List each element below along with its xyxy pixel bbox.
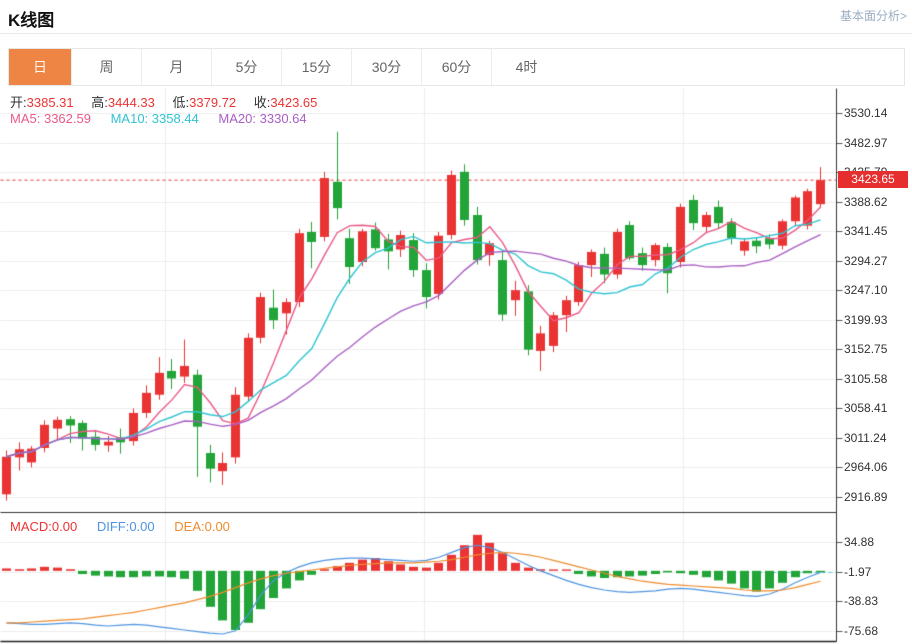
open-value: 3385.31 <box>26 95 74 110</box>
axis-tick-label: 3388.62 <box>844 195 888 209</box>
diff-value: DIFF:0.00 <box>96 519 155 534</box>
close-value: 3423.65 <box>270 95 318 110</box>
tab-5min[interactable]: 5分 <box>211 49 281 85</box>
axis-tick-label: 34.88 <box>844 535 875 549</box>
tab-day[interactable]: 日 <box>9 49 71 85</box>
axis-tick-label: 3341.45 <box>844 224 888 238</box>
low-label: 低: <box>172 95 190 110</box>
axis-tick-label: 3105.58 <box>844 372 888 386</box>
axis-tick-label: 2964.06 <box>844 460 888 474</box>
open-label: 开: <box>10 95 27 110</box>
macd-legend: MACD:0.00 DIFF:0.00 DEA:0.00 <box>10 519 230 534</box>
axis-tick-label: 3199.93 <box>844 313 888 327</box>
macd-value: MACD:0.00 <box>10 519 78 534</box>
high-label: 高: <box>91 95 108 110</box>
axis-tick-label: 2916.89 <box>844 490 888 504</box>
tab-15min[interactable]: 15分 <box>281 49 351 85</box>
tab-month[interactable]: 月 <box>141 49 211 85</box>
high-value: 3444.33 <box>107 95 155 110</box>
axis-tick-label: 3294.27 <box>844 254 888 268</box>
ohlc-legend: 开:3385.31 高:3444.33 低:3379.72 收:3423.65 <box>10 92 331 111</box>
kline-chart-canvas[interactable] <box>0 86 912 644</box>
period-tab-bar: 日 周 月 5分 15分 30分 60分 4时 <box>8 48 905 86</box>
header-divider <box>0 33 912 34</box>
axis-tick-label: 3247.10 <box>844 283 888 297</box>
low-value: 3379.72 <box>189 95 237 110</box>
axis-tick-label: 3482.97 <box>844 136 888 150</box>
page-title: K线图 <box>8 11 55 30</box>
tab-4hour[interactable]: 4时 <box>491 49 561 85</box>
ma-legend: MA5: 3362.59 MA10: 3358.44 MA20: 3330.64 <box>10 111 307 126</box>
axis-tick-label: 3058.41 <box>844 401 888 415</box>
current-price-badge: 3423.65 <box>838 171 908 188</box>
axis-tick-label: 3530.14 <box>844 106 888 120</box>
dea-value: DEA:0.00 <box>174 519 230 534</box>
axis-tick-label: -75.68 <box>844 624 879 638</box>
ma10-legend: MA10: 3358.44 <box>110 111 199 126</box>
fundamental-analysis-link[interactable]: 基本面分析> <box>839 9 907 23</box>
tab-60min[interactable]: 60分 <box>421 49 491 85</box>
axis-tick-label: -1.97 <box>844 565 872 579</box>
ma20-legend: MA20: 3330.64 <box>218 111 307 126</box>
close-label: 收: <box>253 95 271 110</box>
ma5-legend: MA5: 3362.59 <box>10 111 91 126</box>
tab-30min[interactable]: 30分 <box>351 49 421 85</box>
tab-week[interactable]: 周 <box>71 49 141 85</box>
axis-tick-label: -38.83 <box>844 594 879 608</box>
axis-tick-label: 3152.75 <box>844 342 888 356</box>
axis-tick-label: 3011.24 <box>844 431 887 445</box>
